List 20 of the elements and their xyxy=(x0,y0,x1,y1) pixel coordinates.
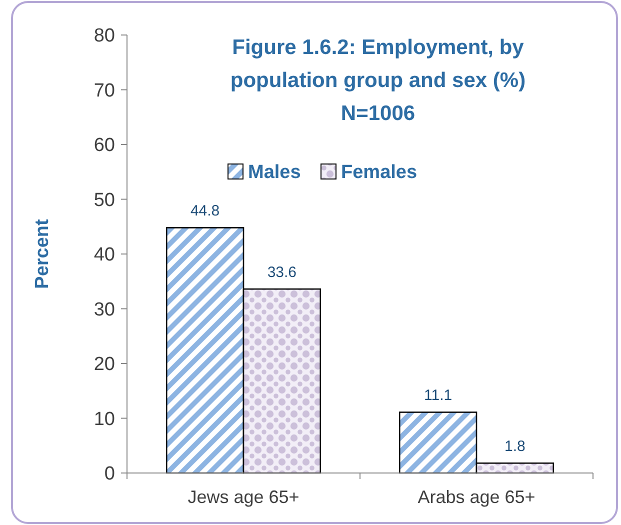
data-label: 1.8 xyxy=(504,438,526,456)
x-tick-label: Jews age 65+ xyxy=(188,487,300,507)
y-tick-label: 30 xyxy=(94,299,115,320)
text: Figure 1.6.2: Employment, by population group and sex (%) xyxy=(230,36,526,92)
data-label: 44.8 xyxy=(190,202,220,220)
legend-label: Females xyxy=(341,162,418,183)
data-label: 33.6 xyxy=(267,264,297,282)
y-tick-label: 20 xyxy=(94,354,115,376)
y-tick-label: 70 xyxy=(94,80,115,102)
y-tick-label: 0 xyxy=(104,464,115,485)
data-label: 11.1 xyxy=(424,387,452,404)
y-tick-label: 10 xyxy=(94,408,115,430)
y-tick-label: 50 xyxy=(94,190,115,211)
y-tick-label: 60 xyxy=(94,135,115,156)
y-axis-title: Percent xyxy=(32,218,53,289)
y-tick-label: 80 xyxy=(94,26,115,47)
x-tick-label: Arabs age 65+ xyxy=(418,487,536,507)
legend-label: Males xyxy=(248,162,301,183)
y-tick-label: 40 xyxy=(94,244,115,266)
text: N=1006 xyxy=(340,102,416,125)
